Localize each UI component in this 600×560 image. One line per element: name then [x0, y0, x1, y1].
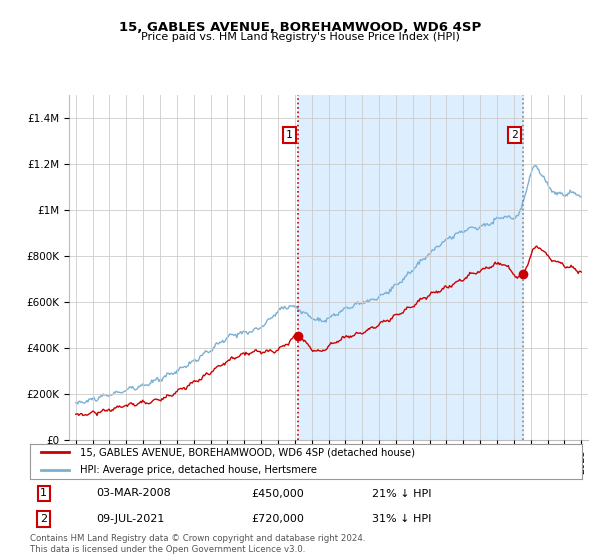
Text: 31% ↓ HPI: 31% ↓ HPI [372, 514, 431, 524]
Text: 1: 1 [40, 488, 47, 498]
Text: 03-MAR-2008: 03-MAR-2008 [96, 488, 171, 498]
Bar [298, 95, 523, 440]
Text: Price paid vs. HM Land Registry's House Price Index (HPI): Price paid vs. HM Land Registry's House … [140, 32, 460, 43]
Text: £450,000: £450,000 [251, 488, 304, 498]
Text: Contains HM Land Registry data © Crown copyright and database right 2024.
This d: Contains HM Land Registry data © Crown c… [30, 534, 365, 554]
Text: 15, GABLES AVENUE, BOREHAMWOOD, WD6 4SP (detached house): 15, GABLES AVENUE, BOREHAMWOOD, WD6 4SP … [80, 447, 415, 458]
Text: 1: 1 [286, 130, 293, 139]
Text: 21% ↓ HPI: 21% ↓ HPI [372, 488, 432, 498]
Text: 2: 2 [40, 514, 47, 524]
Text: £720,000: £720,000 [251, 514, 304, 524]
Text: 2: 2 [511, 130, 518, 139]
Text: HPI: Average price, detached house, Hertsmere: HPI: Average price, detached house, Hert… [80, 465, 317, 475]
Text: 09-JUL-2021: 09-JUL-2021 [96, 514, 164, 524]
Text: 15, GABLES AVENUE, BOREHAMWOOD, WD6 4SP: 15, GABLES AVENUE, BOREHAMWOOD, WD6 4SP [119, 21, 481, 34]
